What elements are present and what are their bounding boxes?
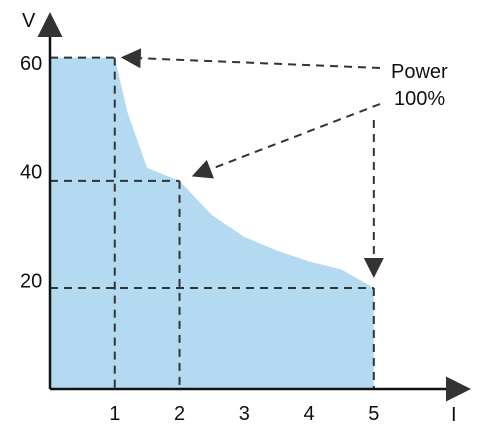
y-tick-label-40: 40 [20, 162, 42, 184]
power-area [50, 57, 374, 389]
y-tick-label-60: 60 [20, 53, 42, 75]
annotation-power-line1: Power [391, 61, 448, 83]
x-tick-label-4: 4 [303, 403, 314, 425]
x-tick-label-3: 3 [239, 403, 250, 425]
x-tick-label-5: 5 [368, 403, 379, 425]
x-tick-label-1: 1 [109, 403, 120, 425]
annotation-power-line2: 100% [394, 88, 445, 110]
x-axis-label: I [451, 404, 457, 426]
arrow-to-power-point-2 [191, 103, 381, 179]
plot-layer [50, 48, 384, 389]
x-tick-label-2: 2 [174, 403, 185, 425]
y-axis-label: V [22, 10, 36, 32]
y-tick-label-20: 20 [20, 270, 42, 292]
axis-layer [37, 12, 471, 402]
arrow-to-power-point-1 [120, 48, 381, 69]
label-layer: I V 1 2 3 4 5 20 40 60 Power 100% [20, 10, 457, 426]
